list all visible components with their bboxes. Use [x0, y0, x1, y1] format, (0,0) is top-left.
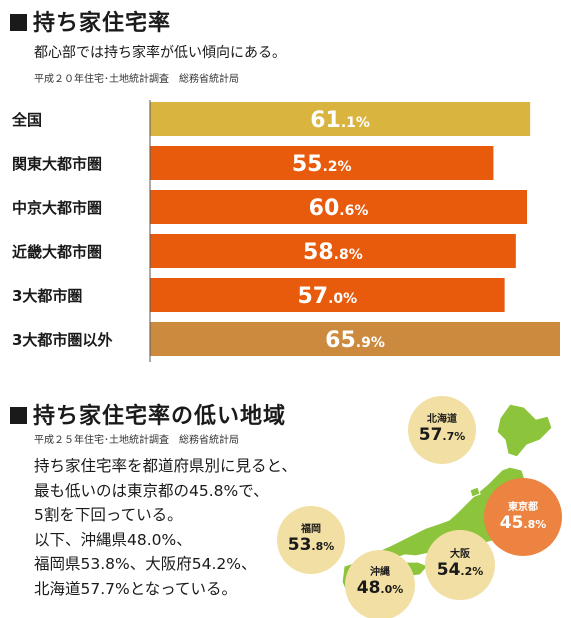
bar-value-int: 58 — [303, 240, 334, 265]
category-label: 近畿大都市圏 — [12, 243, 102, 261]
region-value-dec: .0% — [380, 583, 404, 596]
region-value: 53.8% — [277, 535, 345, 555]
bar-value-int: 61 — [310, 108, 341, 133]
region-value: 45.8% — [484, 513, 562, 533]
category-label: 関東大都市圏 — [12, 155, 102, 173]
bar-value-dec: .1% — [341, 115, 370, 131]
bar-value-dec: .8% — [334, 247, 363, 263]
bar-value-label: 65.9% — [325, 328, 385, 353]
section1-source: 平成２０年住宅･土地統計調査 総務省統計局 — [34, 74, 239, 85]
region-name: 東京都 — [508, 502, 538, 513]
bar-value-label: 61.1% — [310, 108, 370, 133]
region-value: 57.7% — [408, 425, 476, 445]
section1-title: 持ち家住宅率 — [10, 5, 171, 37]
region-name: 大阪 — [450, 549, 470, 560]
bar-value-dec: .6% — [339, 203, 368, 219]
region-value-dec: .8% — [523, 518, 547, 531]
bar-chart: 全国 61.1% 関東大都市圏 55.2% 中京大都市圏 60.6% 近畿大都市圏 58.8%… — [11, 100, 560, 362]
bar — [150, 146, 494, 180]
description-text: 持ち家住宅率を都道府県別に見ると、 最も低いのは東京都の45.8%で、 5割を下… — [34, 454, 297, 601]
bar-value-label: 58.8% — [303, 240, 363, 265]
region-bubble-okinawa: 沖縄 48.0% — [345, 550, 415, 618]
region-bubble-hokkaido: 北海道 57.7% — [408, 396, 476, 464]
description-line: 持ち家住宅率を都道府県別に見ると、 — [34, 457, 297, 475]
bar-value-dec: .9% — [356, 335, 385, 351]
description-line: 北海道57.7%となっている。 — [34, 579, 238, 598]
bar — [150, 102, 531, 136]
section2-title: 持ち家住宅率の低い地域 — [10, 398, 286, 430]
bar-value-dec: .2% — [322, 159, 351, 175]
bar-value-label: 60.6% — [309, 196, 369, 221]
bar-value-int: 57 — [297, 284, 328, 309]
region-value: 54.2% — [425, 560, 495, 580]
bar-value-label: 57.0% — [297, 284, 357, 309]
region-value-dec: .7% — [442, 430, 466, 443]
bar-value-label: 55.2% — [292, 152, 352, 177]
square-bullet-icon — [10, 407, 27, 424]
region-value-int: 45 — [499, 513, 524, 533]
bar — [150, 322, 560, 356]
description-line: 最も低いのは東京都の45.8%で、 — [34, 481, 269, 500]
region-name: 沖縄 — [370, 567, 390, 578]
region-value-int: 57 — [418, 425, 443, 445]
region-value-dec: .8% — [311, 540, 335, 553]
section1-subtitle: 都心部では持ち家率が低い傾向にある。 — [34, 45, 286, 61]
section2-title-text: 持ち家住宅率の低い地域 — [33, 404, 287, 429]
category-label: 中京大都市圏 — [12, 199, 102, 217]
description-line: 5割を下回っている。 — [34, 506, 183, 524]
bar — [150, 190, 528, 224]
chart-bars: 全国 61.1% 関東大都市圏 55.2% 中京大都市圏 60.6% 近畿大都市圏 58.8%… — [11, 102, 560, 356]
bar — [150, 234, 516, 268]
bar-value-dec: .0% — [328, 291, 357, 307]
region-value-dec: .2% — [460, 565, 484, 578]
region-name: 福岡 — [301, 524, 321, 535]
region-bubble-fukuoka: 福岡 53.8% — [277, 506, 345, 574]
bar-value-int: 60 — [309, 196, 340, 221]
category-label: 3大都市圏以外 — [12, 331, 112, 349]
region-value-int: 53 — [287, 535, 312, 555]
section1-title-text: 持ち家住宅率 — [33, 11, 172, 36]
region-value: 48.0% — [345, 578, 415, 598]
description-line: 福岡県53.8%、大阪府54.2%、 — [34, 555, 257, 573]
region-value-int: 54 — [436, 560, 461, 580]
square-bullet-icon — [10, 14, 27, 31]
category-label: 3大都市圏 — [12, 287, 82, 305]
description-line: 以下、沖縄県48.0%、 — [34, 530, 192, 549]
region-bubble-tokyo: 東京都 45.8% — [484, 478, 562, 556]
bar-value-int: 55 — [292, 152, 323, 177]
region-value-int: 48 — [356, 578, 381, 598]
bar-value-int: 65 — [325, 328, 356, 353]
region-bubble-osaka: 大阪 54.2% — [425, 530, 495, 600]
section2-source: 平成２５年住宅･土地統計調査 総務省統計局 — [34, 435, 239, 446]
category-label: 全国 — [11, 111, 42, 129]
bar — [150, 278, 505, 312]
region-name: 北海道 — [427, 414, 457, 425]
